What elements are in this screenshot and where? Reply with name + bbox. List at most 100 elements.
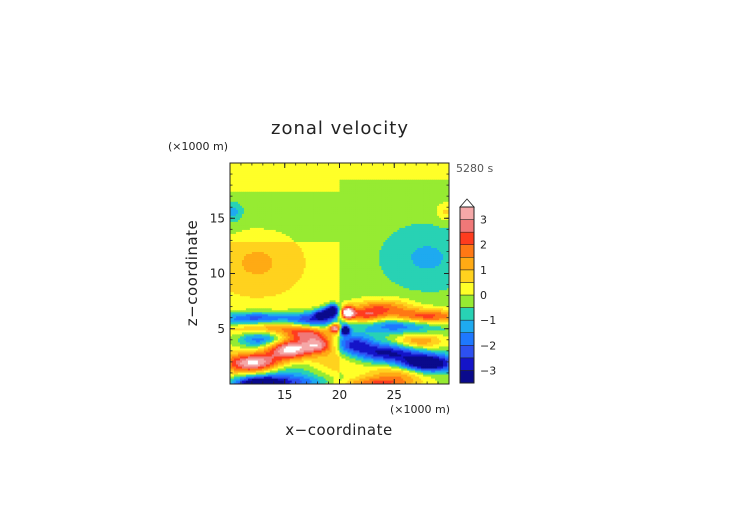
field-cell — [417, 317, 420, 321]
field-cell — [230, 375, 233, 379]
field-cell — [317, 331, 321, 335]
field-cell — [357, 377, 361, 381]
field-cell — [383, 317, 386, 321]
field-cell — [371, 303, 374, 307]
field-cell — [245, 351, 249, 355]
field-cell — [299, 381, 303, 384]
field-cell — [437, 371, 440, 375]
field-cell — [341, 315, 345, 319]
field-cell — [361, 319, 364, 323]
field-cell — [355, 373, 359, 377]
field-cell — [397, 349, 400, 353]
field-cell — [429, 353, 432, 357]
field-cell — [261, 297, 265, 301]
field-cell — [319, 321, 323, 325]
field-cell — [253, 311, 257, 315]
field-cell — [387, 305, 390, 309]
field-cell — [365, 351, 368, 355]
field-cell — [373, 377, 376, 381]
field-cell — [363, 353, 366, 357]
field-cell — [379, 353, 382, 357]
field-cell — [341, 323, 345, 327]
field-cell — [381, 309, 384, 313]
field-cell — [421, 341, 424, 345]
field-cell — [381, 357, 384, 361]
field-cell — [319, 299, 323, 303]
field-cell — [441, 301, 444, 305]
field-cell — [355, 339, 359, 343]
field-cell — [419, 367, 422, 371]
field-cell — [277, 359, 281, 363]
field-cell — [357, 339, 361, 343]
field-cell — [335, 353, 339, 357]
field-cell — [339, 337, 343, 341]
field-cell — [387, 369, 390, 373]
field-cell — [421, 319, 424, 323]
field-cell — [373, 333, 376, 337]
field-cell — [415, 317, 418, 321]
field-cell — [393, 367, 396, 371]
field-cell — [447, 335, 449, 339]
field-cell — [331, 367, 335, 371]
field-cell — [235, 381, 239, 384]
field-cell — [353, 371, 357, 375]
field-cell — [397, 361, 400, 365]
field-cell — [433, 321, 436, 325]
field-cell — [305, 337, 309, 341]
field-cell — [253, 323, 257, 327]
field-cell — [331, 351, 335, 355]
field-cell — [293, 347, 297, 351]
field-cell — [443, 353, 446, 357]
field-cell — [313, 317, 317, 321]
field-cell — [259, 309, 263, 313]
field-cell — [261, 373, 265, 377]
field-cell — [230, 329, 233, 333]
field-cell — [293, 377, 297, 381]
field-cell — [297, 291, 301, 295]
field-cell — [365, 329, 368, 333]
field-cell — [365, 303, 368, 307]
field-cell — [409, 303, 412, 307]
field-cell — [293, 375, 297, 379]
field-cell — [421, 327, 424, 331]
field-cell — [429, 305, 432, 309]
field-cell — [395, 305, 398, 309]
field-cell — [435, 299, 438, 303]
field-cell — [443, 347, 446, 351]
field-cell — [297, 375, 301, 379]
field-cell — [333, 373, 337, 377]
field-cell — [255, 359, 259, 363]
field-cell — [401, 331, 404, 335]
field-cell — [433, 327, 436, 331]
field-cell — [413, 305, 416, 309]
field-cell — [293, 293, 297, 297]
field-cell — [251, 301, 255, 305]
field-cell — [447, 363, 449, 367]
field-cell — [401, 353, 404, 357]
field-cell — [421, 321, 424, 325]
field-cell — [375, 335, 378, 339]
field-cell — [245, 301, 249, 305]
field-cell — [391, 317, 394, 321]
field-cell — [231, 363, 235, 367]
field-cell — [295, 371, 299, 375]
field-cell — [331, 373, 335, 377]
field-cell — [345, 307, 349, 311]
field-cell — [230, 313, 233, 317]
field-cell — [375, 373, 378, 377]
field-cell — [403, 345, 406, 349]
field-cell — [233, 347, 237, 351]
field-cell — [349, 331, 353, 335]
field-cell — [329, 345, 333, 349]
field-cell — [285, 349, 289, 353]
field-cell — [415, 357, 418, 361]
field-cell — [277, 375, 281, 379]
field-cell — [391, 351, 394, 355]
field-cell — [261, 367, 265, 371]
field-cell — [267, 295, 271, 299]
field-cell — [377, 317, 380, 321]
field-cell — [287, 307, 291, 311]
field-cell — [295, 343, 299, 347]
field-cell — [411, 379, 414, 383]
field-cell — [315, 379, 319, 383]
